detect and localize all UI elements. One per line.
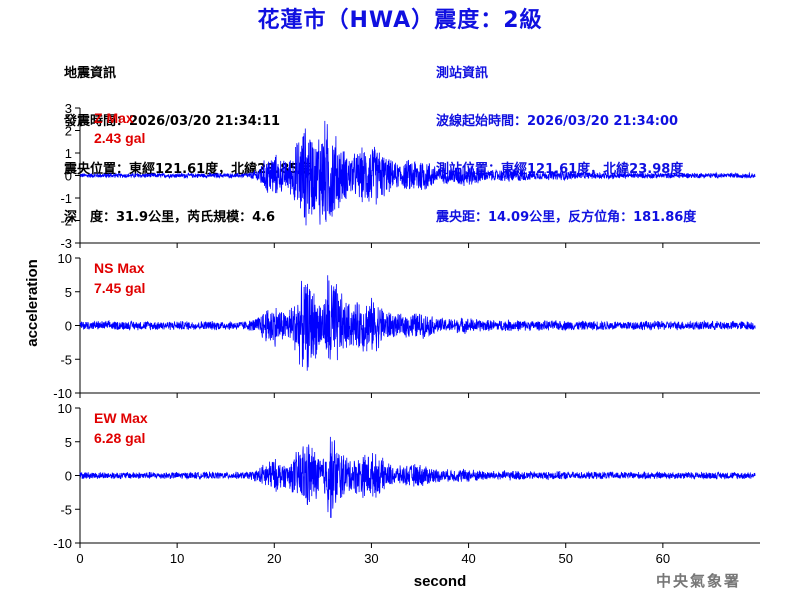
x-tick-label: 30 — [364, 551, 378, 566]
station-info-heading: 測站資訊 — [436, 66, 489, 81]
agency-watermark: 中央氣象署 — [656, 572, 742, 590]
y-tick-label: 1 — [65, 146, 72, 161]
max-value-ns: 7.45 gal — [94, 280, 145, 296]
x-tick-label: 20 — [267, 551, 281, 566]
y-tick-label: 0 — [65, 319, 72, 334]
depth-magnitude: 深 度：31.9公里，芮氏規模：4.6 — [64, 210, 276, 225]
x-tick-label: 0 — [76, 551, 83, 566]
max-value-z: 2.43 gal — [94, 130, 145, 146]
earthquake-info-panel: 地震資訊 發震時間：2026/03/20 21:34:11 震央位置：東經121… — [64, 34, 311, 242]
y-tick-label: -2 — [60, 214, 72, 229]
wave-start-time: 波線起始時間：2026/03/20 21:34:00 — [436, 114, 679, 129]
epicenter-location: 震央位置：東經121.61度，北緯23.85度 — [64, 162, 312, 177]
y-tick-label: 5 — [65, 285, 72, 300]
page-title: 花蓮市（HWA）震度：2級 — [257, 8, 543, 33]
x-tick-label: 10 — [170, 551, 184, 566]
max-label-ns: NS Max — [94, 260, 145, 276]
y-tick-label: 5 — [65, 435, 72, 450]
y-tick-label: -5 — [60, 352, 72, 367]
y-tick-label: -5 — [60, 502, 72, 517]
y-tick-label: -10 — [53, 536, 72, 551]
x-tick-label: 40 — [461, 551, 475, 566]
max-value-ew: 6.28 gal — [94, 430, 145, 446]
y-tick-label: -3 — [60, 236, 72, 251]
y-tick-label: 3 — [65, 101, 72, 116]
station-info-panel: 測站資訊 波線起始時間：2026/03/20 21:34:00 測站位置：東經1… — [436, 34, 696, 242]
origin-time: 發震時間：2026/03/20 21:34:11 — [64, 114, 281, 129]
waveform-trace-z — [79, 120, 756, 226]
y-tick-label: 0 — [65, 169, 72, 184]
x-axis-title: second — [414, 573, 467, 590]
waveform-trace-ew — [79, 436, 756, 518]
y-axis-title: acceleration — [24, 259, 41, 347]
y-tick-label: -1 — [60, 191, 72, 206]
y-tick-label: 0 — [65, 469, 72, 484]
earthquake-info-heading: 地震資訊 — [64, 66, 117, 81]
y-tick-label: -10 — [53, 386, 72, 401]
x-tick-label: 60 — [656, 551, 670, 566]
x-tick-label: 50 — [558, 551, 572, 566]
y-tick-label: 2 — [65, 124, 72, 139]
max-label-ew: EW Max — [94, 410, 148, 426]
y-tick-label: 10 — [58, 251, 72, 266]
y-tick-label: 10 — [58, 401, 72, 416]
epicentral-distance: 震央距：14.09公里，反方位角：181.86度 — [436, 210, 697, 225]
max-label-z: Z Max — [94, 110, 134, 126]
waveform-trace-ns — [79, 275, 756, 371]
